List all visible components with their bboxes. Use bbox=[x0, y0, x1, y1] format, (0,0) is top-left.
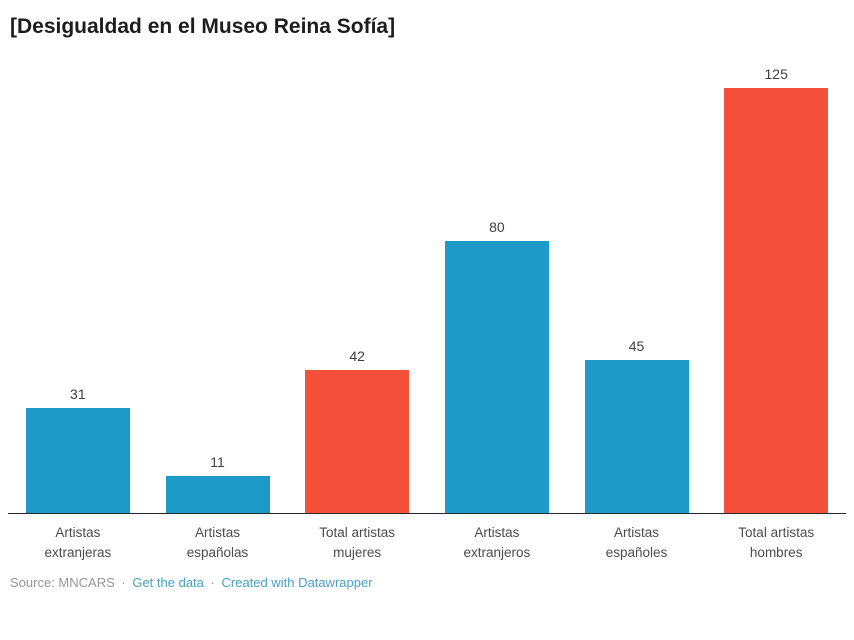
category-label: Artistas extranjeros bbox=[463, 525, 531, 560]
category-label: Total artistas mujeres bbox=[319, 525, 396, 560]
bar-value-label: 31 bbox=[70, 385, 86, 402]
category-label: Total artistas hombres bbox=[738, 525, 815, 560]
category-axis: Artistas extranjeras Artistas españolas To… bbox=[8, 514, 846, 562]
bar-value-label: 42 bbox=[349, 348, 365, 365]
category-label: Artistas españolas bbox=[186, 525, 249, 560]
bar-value-label: 80 bbox=[489, 219, 505, 236]
bar-column: 11 bbox=[148, 63, 288, 514]
bar bbox=[724, 88, 829, 514]
footer-separator: · bbox=[121, 575, 126, 591]
bar bbox=[444, 241, 549, 514]
category-label: Artistas españoles bbox=[605, 525, 668, 560]
chart-title: [Desigualdad en el Museo Reina Sofía] bbox=[10, 15, 396, 38]
category-label: Artistas extranjeras bbox=[44, 525, 112, 560]
bar-column: 31 bbox=[8, 63, 148, 514]
source-text: Source: MNCARS bbox=[10, 575, 115, 591]
bar bbox=[165, 475, 270, 514]
chart-footer: Source: MNCARS · Get the data · Created … bbox=[8, 575, 846, 590]
bar bbox=[25, 407, 130, 514]
get-data-link[interactable]: Get the data bbox=[132, 575, 204, 591]
footer-separator: · bbox=[210, 575, 215, 591]
bar-column: 125 bbox=[706, 63, 846, 514]
bar-value-label: 125 bbox=[764, 66, 788, 83]
bar-column: 45 bbox=[567, 63, 707, 514]
bar-column: 42 bbox=[287, 63, 427, 514]
bar-value-label: 11 bbox=[210, 453, 225, 470]
bar-value-label: 45 bbox=[628, 338, 645, 355]
bar-column: 80 bbox=[427, 63, 567, 514]
bar-chart-plot-area: 31 11 42 80 45 125 bbox=[8, 63, 846, 515]
bar bbox=[584, 360, 689, 514]
bar bbox=[305, 370, 410, 514]
datawrapper-credit-link[interactable]: Created with Datawrapper bbox=[221, 575, 373, 591]
